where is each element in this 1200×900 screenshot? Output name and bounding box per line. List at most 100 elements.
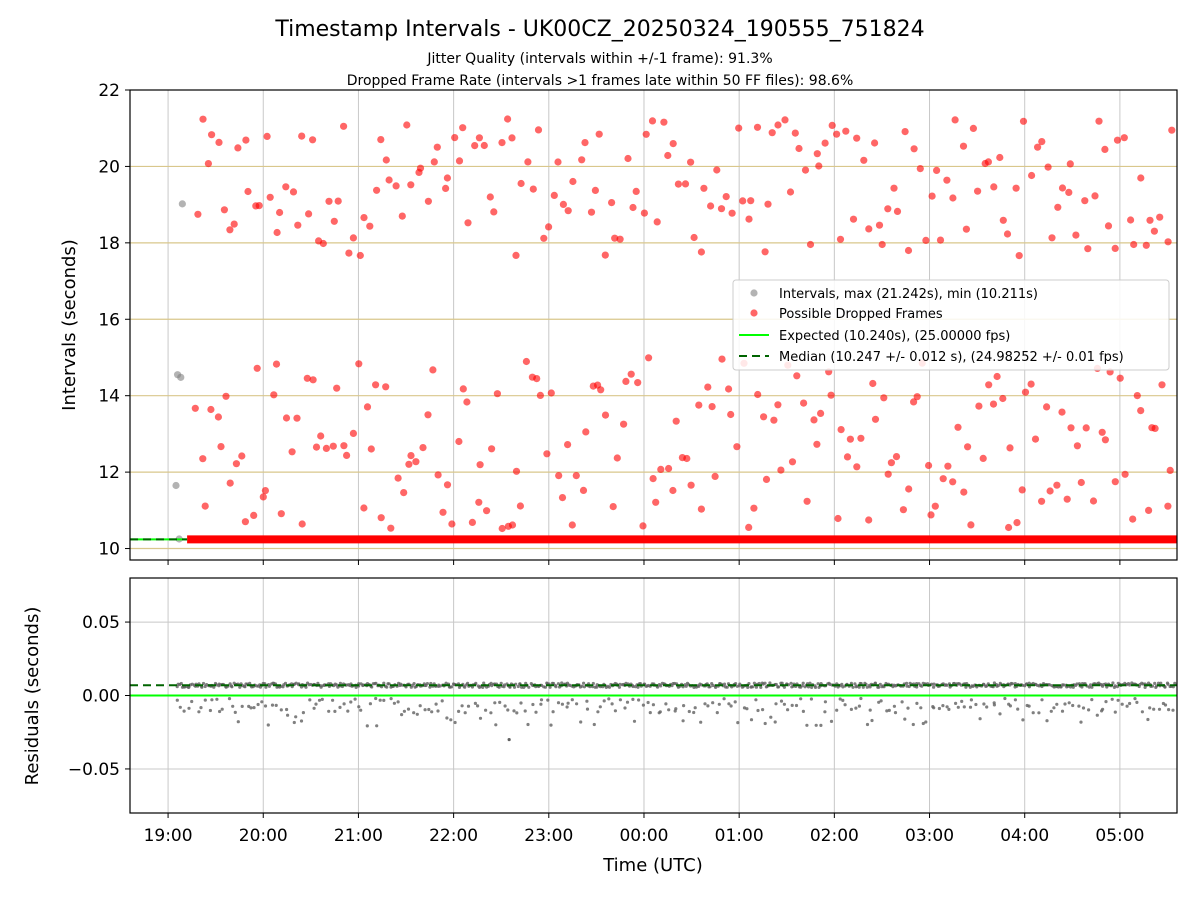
dropped-frame-point xyxy=(1043,403,1051,411)
dropped-frame-point xyxy=(1084,245,1092,253)
residual-point xyxy=(218,709,222,714)
dropped-frame-point xyxy=(1137,407,1145,415)
residual-point xyxy=(715,711,719,715)
chart-subtitle-jitter: Jitter Quality (intervals within +/-1 fr… xyxy=(426,51,772,67)
dropped-frame-point xyxy=(905,485,913,493)
residual-point xyxy=(774,682,778,687)
residual-point xyxy=(457,709,461,714)
residual-point xyxy=(699,720,703,724)
residual-point xyxy=(474,681,478,686)
dropped-frame-point xyxy=(581,139,589,147)
residual-point xyxy=(801,681,805,685)
residual-point xyxy=(596,710,600,714)
residual-point xyxy=(436,709,440,713)
residual-point xyxy=(868,708,872,712)
residual-point xyxy=(299,719,304,723)
dropped-frame-point xyxy=(871,139,879,147)
dropped-frame-point xyxy=(1095,117,1103,125)
dropped-frame-point xyxy=(989,400,998,408)
residual-point xyxy=(438,684,442,688)
dropped-frame-point xyxy=(1044,163,1052,171)
dropped-frame-point xyxy=(639,522,647,530)
residual-point xyxy=(838,697,842,701)
dropped-frame-point xyxy=(834,514,842,523)
dropped-frame-point xyxy=(288,448,296,456)
residual-point xyxy=(1071,685,1075,689)
residual-point xyxy=(1163,703,1168,707)
residual-point xyxy=(703,702,707,706)
residual-point xyxy=(810,685,814,690)
residual-point xyxy=(579,720,583,724)
residual-point xyxy=(1047,683,1051,687)
residual-point xyxy=(1049,709,1053,713)
dropped-frame-point xyxy=(803,497,811,505)
dropped-frame-point xyxy=(745,215,753,223)
dropped-frame-point xyxy=(382,156,390,164)
residual-point xyxy=(738,682,742,686)
dropped-frame-point xyxy=(632,187,640,195)
dropped-frame-point xyxy=(1101,436,1109,444)
dropped-frame-point xyxy=(1129,515,1137,523)
residual-point xyxy=(476,704,480,708)
dropped-frame-point xyxy=(954,423,962,431)
residual-point xyxy=(342,702,346,706)
dropped-frame-point xyxy=(309,136,317,144)
residual-point xyxy=(1089,683,1093,687)
residual-point xyxy=(613,709,618,713)
residual-point xyxy=(754,698,758,702)
dropped-frame-point xyxy=(815,162,823,170)
residual-point xyxy=(478,716,483,720)
residual-point xyxy=(786,708,790,712)
dropped-frame-point xyxy=(459,124,467,132)
residual-point xyxy=(440,699,444,703)
dropped-frame-point xyxy=(329,442,337,450)
residual-point xyxy=(659,684,663,688)
dropped-frame-point xyxy=(711,472,719,480)
residual-point xyxy=(1079,720,1083,724)
dropped-frame-point xyxy=(554,158,562,166)
dropped-frame-point xyxy=(325,197,333,205)
dropped-frame-point xyxy=(319,239,327,248)
residual-point xyxy=(799,697,803,701)
dropped-frame-point xyxy=(993,372,1001,381)
dropped-frame-point xyxy=(1028,171,1036,180)
dropped-frame-point xyxy=(1166,466,1174,474)
residual-point xyxy=(906,706,910,710)
dropped-frame-point xyxy=(901,128,909,136)
dropped-frame-point xyxy=(674,180,683,188)
dropped-frame-point xyxy=(215,138,223,146)
dropped-frame-point xyxy=(199,455,207,463)
dropped-frame-point xyxy=(241,518,249,526)
dropped-frame-point xyxy=(1133,392,1141,400)
residual-point xyxy=(210,698,214,702)
residual-point xyxy=(932,685,936,689)
residual-point xyxy=(264,685,268,689)
residual-point xyxy=(548,685,552,689)
dropped-frame-point xyxy=(1019,117,1028,125)
residual-point xyxy=(187,706,191,710)
dropped-frame-point xyxy=(806,240,815,249)
dropped-frame-point xyxy=(985,381,993,389)
residual-point xyxy=(892,704,897,708)
dropped-frame-point xyxy=(226,479,234,487)
dropped-frame-point xyxy=(800,399,808,407)
dropped-frame-point xyxy=(764,200,772,208)
dropped-frame-point xyxy=(733,443,741,451)
residual-point xyxy=(1063,702,1067,706)
residual-point xyxy=(178,705,182,709)
residual-point xyxy=(823,710,827,714)
dropped-frame-point xyxy=(1053,481,1061,489)
dropped-frame-point xyxy=(788,458,797,466)
residual-point xyxy=(1128,683,1132,687)
residual-point xyxy=(497,685,501,689)
residual-point xyxy=(233,710,237,715)
residual-point xyxy=(932,682,936,686)
residual-point xyxy=(374,681,378,685)
residual-point xyxy=(519,701,523,705)
dropped-frame-point xyxy=(672,417,680,425)
dropped-frame-point xyxy=(1012,184,1020,192)
residual-point xyxy=(1010,682,1015,686)
dropped-frame-point xyxy=(282,183,290,191)
residual-point xyxy=(508,685,512,689)
dropped-frame-point xyxy=(587,208,596,216)
